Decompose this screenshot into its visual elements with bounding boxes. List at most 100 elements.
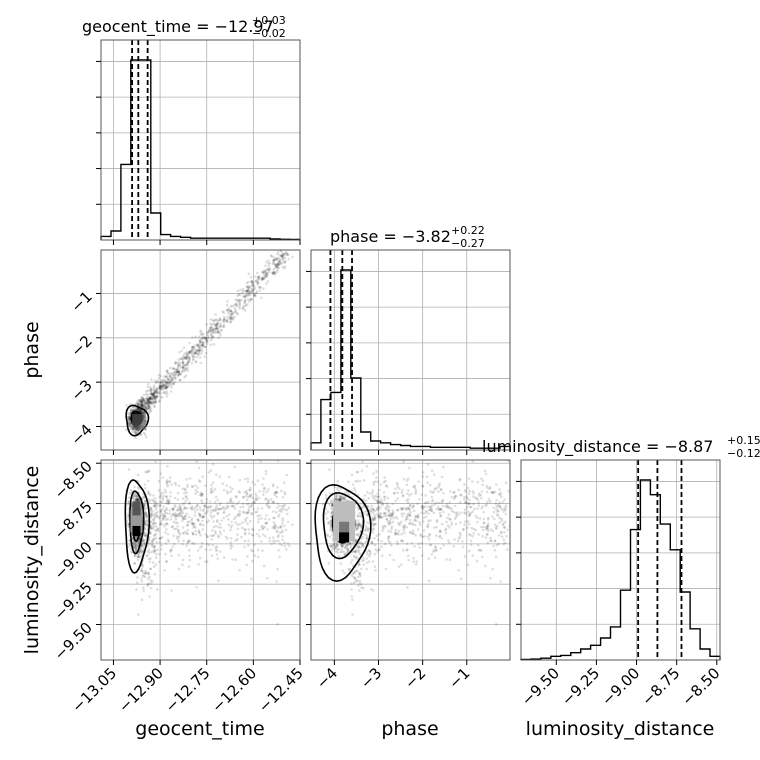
sample-point bbox=[190, 349, 194, 353]
sample-point bbox=[358, 572, 361, 576]
sample-point bbox=[362, 563, 366, 566]
sample-point bbox=[249, 505, 253, 508]
sample-point bbox=[159, 509, 163, 513]
sample-point bbox=[379, 513, 382, 516]
sample-point bbox=[177, 535, 181, 539]
sample-point bbox=[151, 580, 154, 583]
sample-point bbox=[344, 497, 347, 500]
sample-point bbox=[513, 496, 516, 499]
sample-point bbox=[143, 411, 146, 415]
sample-point bbox=[225, 484, 229, 487]
sample-point bbox=[514, 545, 517, 548]
sample-point bbox=[273, 273, 277, 276]
sample-point bbox=[157, 479, 161, 483]
sample-point bbox=[238, 509, 241, 513]
sample-point bbox=[408, 508, 411, 512]
sample-point bbox=[167, 502, 170, 506]
sample-point bbox=[140, 403, 144, 406]
sample-point bbox=[482, 525, 485, 529]
sample-point bbox=[138, 549, 141, 553]
sample-point bbox=[400, 507, 404, 511]
sample-point bbox=[197, 530, 201, 534]
sample-point bbox=[242, 495, 245, 499]
sample-point bbox=[219, 318, 222, 321]
sample-point bbox=[141, 404, 145, 408]
sample-point bbox=[376, 500, 380, 504]
sample-point bbox=[373, 522, 376, 526]
sample-point bbox=[397, 523, 401, 527]
sample-point bbox=[162, 505, 165, 508]
sample-point bbox=[136, 543, 140, 546]
sample-point bbox=[192, 346, 195, 349]
sample-point bbox=[250, 533, 254, 536]
sample-point bbox=[414, 563, 418, 566]
sample-point bbox=[461, 528, 465, 531]
sample-point bbox=[144, 532, 147, 535]
sample-point bbox=[154, 386, 158, 390]
sample-point bbox=[183, 502, 186, 505]
sample-point bbox=[439, 508, 443, 512]
sample-point bbox=[247, 532, 251, 535]
sample-point bbox=[212, 525, 216, 529]
sample-point bbox=[413, 519, 416, 522]
sample-point bbox=[326, 510, 330, 513]
sample-point bbox=[352, 571, 356, 575]
sample-point bbox=[188, 520, 191, 523]
sample-point bbox=[469, 511, 473, 515]
sample-point bbox=[261, 549, 264, 552]
sample-point bbox=[155, 552, 158, 556]
sample-point bbox=[329, 500, 333, 503]
sample-point bbox=[186, 352, 189, 356]
sample-point bbox=[264, 522, 267, 525]
sample-point bbox=[234, 558, 237, 561]
sample-point bbox=[340, 544, 343, 548]
sample-point bbox=[463, 511, 466, 514]
sample-point bbox=[439, 547, 443, 550]
sample-point bbox=[333, 485, 336, 489]
sample-point bbox=[132, 542, 136, 545]
sample-point bbox=[467, 514, 471, 517]
sample-point bbox=[236, 513, 240, 516]
sample-point bbox=[365, 537, 368, 540]
sample-point bbox=[166, 483, 169, 486]
sample-point bbox=[397, 533, 400, 536]
sample-point bbox=[150, 527, 153, 531]
sample-point bbox=[200, 344, 204, 348]
sample-point bbox=[167, 501, 171, 505]
sample-point bbox=[407, 558, 410, 562]
sample-point bbox=[172, 512, 175, 516]
sample-point bbox=[153, 533, 157, 537]
sample-point bbox=[210, 333, 213, 337]
sample-point bbox=[335, 495, 338, 499]
sample-point bbox=[137, 480, 140, 483]
sample-point bbox=[266, 267, 269, 271]
sample-point bbox=[177, 364, 181, 367]
sample-point bbox=[177, 513, 180, 516]
sample-point bbox=[335, 494, 338, 498]
sample-point bbox=[331, 504, 334, 507]
sample-point bbox=[261, 270, 265, 274]
sample-point bbox=[484, 504, 488, 508]
sample-point bbox=[170, 525, 174, 529]
sample-point bbox=[420, 511, 424, 514]
sample-point bbox=[219, 501, 222, 505]
sample-point bbox=[181, 361, 184, 365]
sample-point bbox=[169, 491, 172, 494]
sample-point bbox=[171, 507, 174, 511]
sample-point bbox=[454, 512, 458, 515]
sample-point bbox=[147, 402, 150, 406]
sample-point bbox=[144, 519, 147, 522]
sample-point bbox=[181, 515, 185, 519]
sample-point bbox=[137, 555, 141, 558]
sample-point bbox=[151, 513, 154, 517]
sample-point bbox=[363, 494, 367, 497]
sample-point bbox=[186, 363, 189, 366]
sample-point bbox=[396, 517, 399, 520]
sample-point bbox=[217, 535, 220, 539]
sample-point bbox=[187, 352, 191, 356]
sample-point bbox=[180, 370, 184, 374]
sample-point bbox=[250, 512, 254, 516]
sample-point bbox=[357, 550, 360, 553]
sample-point bbox=[258, 514, 262, 517]
sample-point bbox=[445, 520, 448, 524]
